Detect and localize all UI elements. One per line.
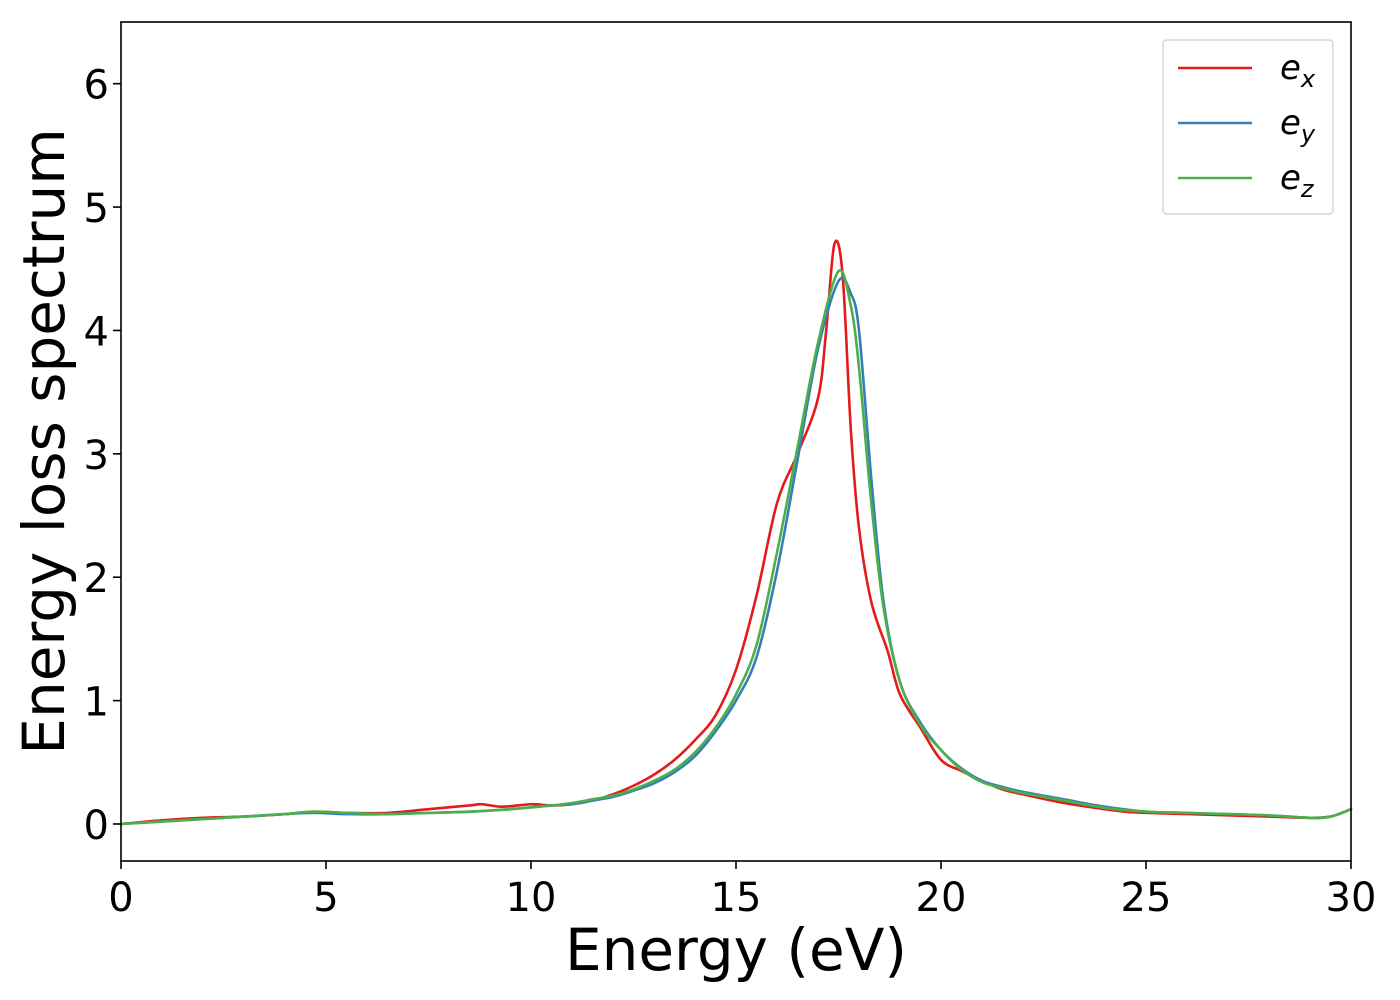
plot-area (119, 239, 1353, 826)
legend-label-x: ex (1280, 48, 1316, 93)
x-tick-label: 25 (1121, 875, 1172, 921)
y-tick-label: 0 (84, 803, 109, 849)
series-line-z (119, 268, 1353, 826)
series-line-x (119, 239, 1353, 826)
x-axis: 0 5 10 15 20 25 30 (108, 861, 1376, 921)
series-line-y (119, 276, 1353, 826)
y-tick-label: 6 (84, 63, 109, 109)
y-tick-label: 4 (84, 309, 109, 355)
y-tick-label: 3 (84, 433, 109, 479)
x-tick-label: 15 (711, 875, 762, 921)
y-tick-label: 1 (84, 680, 109, 726)
y-axis-title: Energy loss spectrum (10, 128, 78, 754)
x-axis-title: Energy (eV) (565, 916, 907, 984)
x-tick-label: 0 (108, 875, 133, 921)
y-tick-label: 2 (84, 556, 109, 602)
y-axis: 0 1 2 3 4 5 6 (84, 63, 121, 849)
x-tick-label: 30 (1326, 875, 1377, 921)
legend-label-y: ey (1280, 103, 1316, 148)
y-tick-label: 5 (84, 186, 109, 232)
x-tick-label: 10 (506, 875, 557, 921)
legend-box (1162, 39, 1334, 215)
legend-label-z: ez (1280, 158, 1315, 203)
x-tick-label: 5 (313, 875, 338, 921)
legend: ex ey ez (1162, 39, 1334, 215)
x-tick-label: 20 (916, 875, 967, 921)
